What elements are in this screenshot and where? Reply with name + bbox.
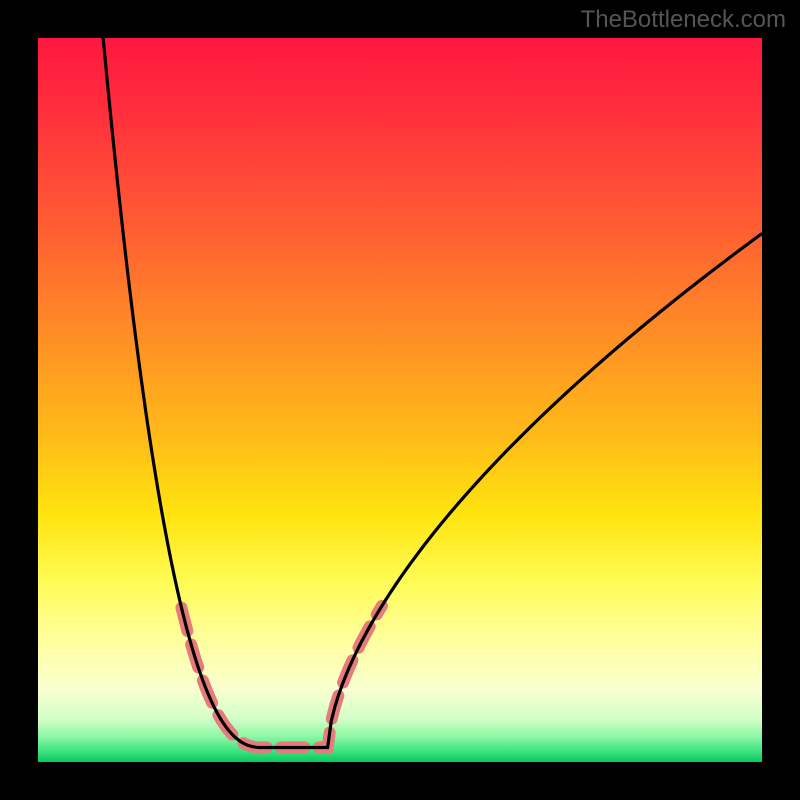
v-curve-chart [0,0,800,800]
plot-area [38,38,762,762]
